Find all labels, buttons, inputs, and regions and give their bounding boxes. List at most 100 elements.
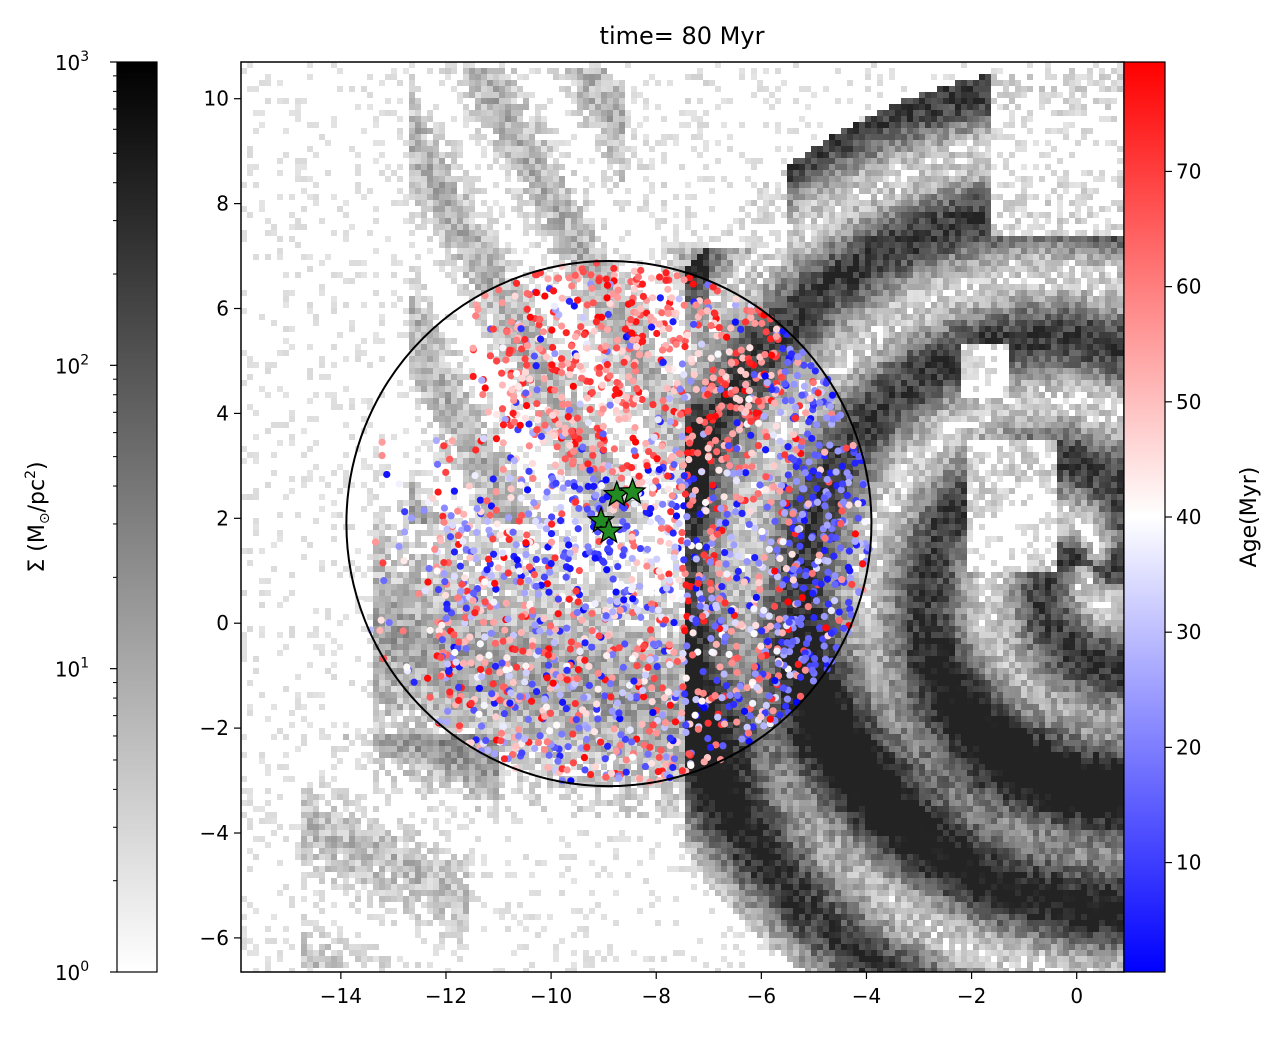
- density-cell: [349, 740, 355, 746]
- density-cell: [493, 512, 499, 518]
- density-cell: [475, 416, 481, 422]
- density-cell: [409, 116, 415, 122]
- density-cell: [595, 356, 601, 362]
- density-cell: [589, 68, 595, 74]
- density-cell: [505, 710, 511, 716]
- density-cell: [427, 530, 433, 536]
- density-cell: [595, 296, 601, 302]
- density-cell: [427, 668, 433, 674]
- density-cell: [421, 662, 427, 668]
- density-cell: [631, 512, 637, 518]
- density-cell: [397, 260, 403, 266]
- density-cell: [451, 902, 457, 908]
- density-cell: [571, 704, 577, 710]
- density-cell: [307, 950, 313, 956]
- density-cell: [301, 704, 307, 710]
- density-cell: [589, 584, 595, 590]
- density-cell: [373, 740, 379, 746]
- density-cell: [565, 608, 571, 614]
- density-cell: [541, 260, 547, 266]
- density-cell: [475, 578, 481, 584]
- density-cell: [403, 680, 409, 686]
- density-cell: [379, 878, 385, 884]
- density-cell: [433, 314, 439, 320]
- density-cell: [643, 104, 649, 110]
- density-cell: [511, 590, 517, 596]
- density-cell: [445, 656, 451, 662]
- density-cell: [607, 428, 613, 434]
- density-cell: [241, 494, 247, 500]
- density-cell: [601, 722, 607, 728]
- density-cell: [493, 722, 499, 728]
- density-cell: [409, 284, 415, 290]
- density-cell: [595, 788, 601, 794]
- density-cell: [445, 272, 451, 278]
- density-cell: [583, 584, 589, 590]
- density-cell: [607, 620, 613, 626]
- density-cell: [649, 368, 655, 374]
- density-cell: [337, 512, 343, 518]
- density-cell: [427, 158, 433, 164]
- density-cell: [391, 908, 397, 914]
- density-cell: [517, 584, 523, 590]
- density-cell: [595, 656, 601, 662]
- density-cell: [463, 242, 469, 248]
- density-cell: [571, 800, 577, 806]
- density-cell: [493, 320, 499, 326]
- density-cell: [511, 674, 517, 680]
- density-cell: [553, 128, 559, 134]
- density-cell: [421, 716, 427, 722]
- density-cell: [649, 350, 655, 356]
- density-cell: [487, 92, 493, 98]
- density-cell: [601, 152, 607, 158]
- density-cell: [583, 464, 589, 470]
- density-cell: [493, 608, 499, 614]
- density-tick-label: 101: [55, 656, 89, 682]
- density-cell: [517, 944, 523, 950]
- density-cell: [427, 248, 433, 254]
- density-cell: [337, 830, 343, 836]
- density-cell: [643, 200, 649, 206]
- density-cell: [463, 902, 469, 908]
- density-cell: [445, 698, 451, 704]
- density-cell: [271, 914, 277, 920]
- density-cell: [469, 386, 475, 392]
- density-cell: [583, 494, 589, 500]
- density-cell: [553, 164, 559, 170]
- density-cell: [265, 770, 271, 776]
- density-cell: [397, 632, 403, 638]
- density-cell: [589, 80, 595, 86]
- density-cell: [565, 140, 571, 146]
- density-cell: [643, 620, 649, 626]
- density-cell: [565, 380, 571, 386]
- density-cell: [301, 164, 307, 170]
- density-cell: [427, 506, 433, 512]
- density-cell: [601, 584, 607, 590]
- density-cell: [547, 494, 553, 500]
- density-cell: [637, 710, 643, 716]
- density-cell: [427, 602, 433, 608]
- density-cell: [541, 122, 547, 128]
- density-cell: [283, 422, 289, 428]
- density-cell: [415, 848, 421, 854]
- density-cell: [367, 890, 373, 896]
- density-cell: [487, 806, 493, 812]
- density-cell: [409, 356, 415, 362]
- density-cell: [385, 176, 391, 182]
- density-cell: [241, 644, 247, 650]
- density-cell: [397, 692, 403, 698]
- density-cell: [571, 536, 577, 542]
- density-cell: [307, 812, 313, 818]
- density-cell: [553, 440, 559, 446]
- density-cell: [583, 92, 589, 98]
- density-cell: [469, 572, 475, 578]
- density-cell: [601, 500, 607, 506]
- density-cell: [331, 788, 337, 794]
- density-cell: [409, 326, 415, 332]
- density-cell: [583, 620, 589, 626]
- density-cell: [415, 332, 421, 338]
- density-cell: [559, 152, 565, 158]
- density-cell: [577, 476, 583, 482]
- density-cell: [325, 140, 331, 146]
- density-cell: [523, 248, 529, 254]
